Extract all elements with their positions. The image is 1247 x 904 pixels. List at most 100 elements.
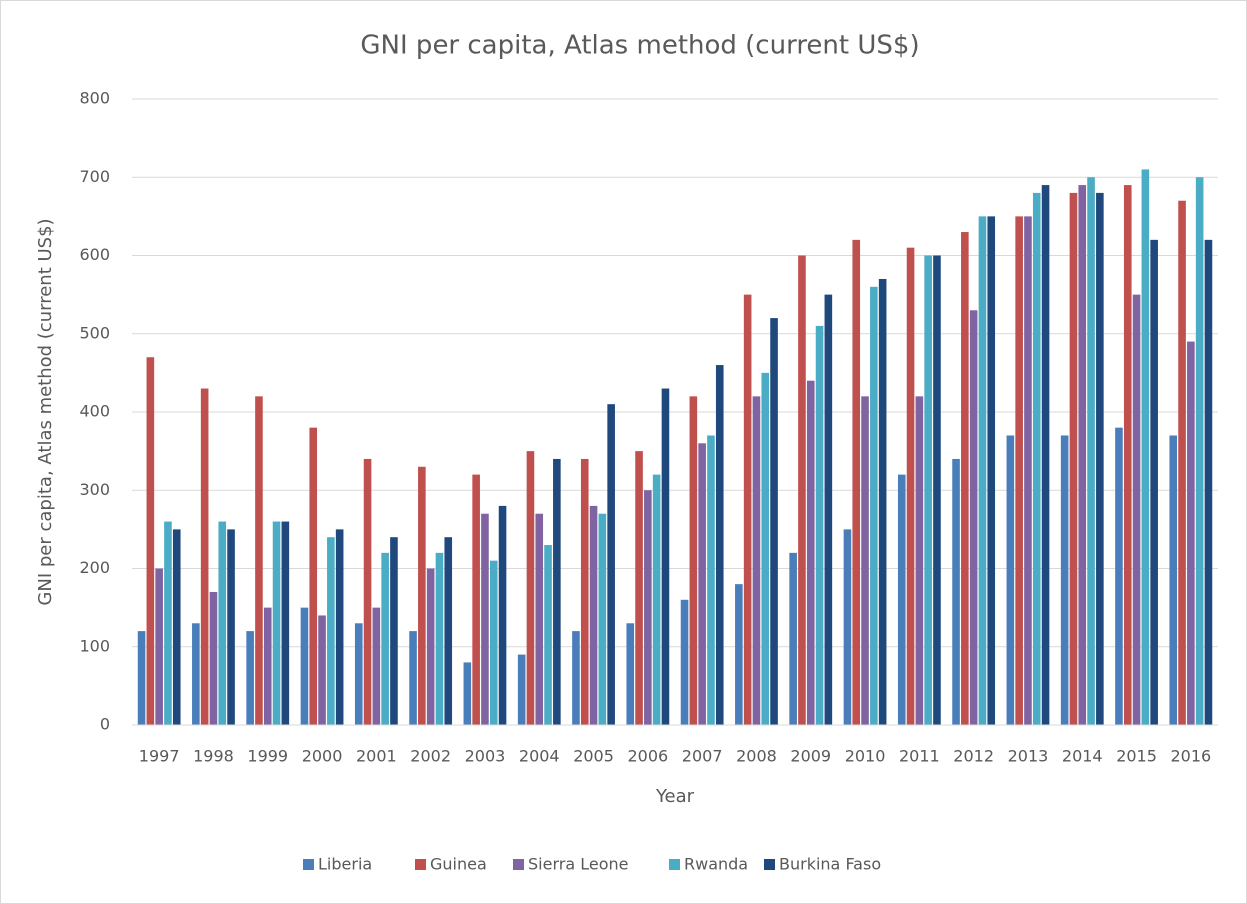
bar xyxy=(1069,192,1078,725)
bar xyxy=(852,239,861,725)
bar xyxy=(735,584,743,725)
bar xyxy=(1115,427,1123,725)
bar xyxy=(218,521,227,725)
legend-label: Rwanda xyxy=(684,855,748,874)
bar xyxy=(481,513,489,725)
bar xyxy=(743,294,752,725)
bar xyxy=(517,654,526,725)
bar xyxy=(580,458,589,725)
legend-swatch xyxy=(669,859,680,870)
bar xyxy=(1041,185,1050,725)
bar xyxy=(680,599,689,725)
x-tick-label: 2005 xyxy=(573,747,614,766)
bar xyxy=(924,255,932,725)
legend-swatch xyxy=(415,859,426,870)
y-tick-label: 200 xyxy=(79,558,110,577)
bar xyxy=(1006,435,1015,725)
bar xyxy=(715,365,724,725)
bar xyxy=(915,396,924,725)
bar xyxy=(354,623,363,725)
bar xyxy=(1123,185,1132,725)
x-tick-label: 2014 xyxy=(1062,747,1103,766)
bar xyxy=(789,552,797,725)
bar xyxy=(707,435,715,725)
x-tick-label: 2009 xyxy=(790,747,831,766)
bar xyxy=(1078,185,1087,725)
x-tick-label: 1998 xyxy=(193,747,234,766)
bar xyxy=(137,631,146,725)
bar xyxy=(418,466,426,725)
bar xyxy=(435,552,444,725)
bar xyxy=(390,537,398,725)
bar xyxy=(635,451,643,725)
bar xyxy=(626,623,635,725)
bar xyxy=(689,396,698,725)
x-tick-label: 2015 xyxy=(1116,747,1157,766)
x-axis-label: Year xyxy=(655,786,695,807)
bar xyxy=(770,318,778,725)
bar xyxy=(409,631,417,725)
x-tick-label: 2010 xyxy=(845,747,886,766)
bar xyxy=(281,521,290,725)
bar xyxy=(526,451,535,725)
y-tick-label: 400 xyxy=(79,402,110,421)
bar xyxy=(463,662,472,725)
bar xyxy=(1141,169,1150,726)
bar xyxy=(553,458,561,725)
x-tick-label: 2011 xyxy=(899,747,940,766)
bar xyxy=(200,388,209,725)
bar xyxy=(255,396,263,725)
x-tick-label: 1999 xyxy=(247,747,288,766)
x-tick-label: 1997 xyxy=(139,747,180,766)
bar xyxy=(1132,294,1141,725)
bar xyxy=(933,255,941,725)
bar xyxy=(192,623,200,725)
bar xyxy=(952,458,960,725)
x-tick-label: 2000 xyxy=(302,747,343,766)
bar xyxy=(318,615,326,725)
legend-label: Guinea xyxy=(430,855,487,874)
bar xyxy=(444,537,453,725)
bar xyxy=(961,232,969,725)
bar xyxy=(878,278,887,725)
bar xyxy=(426,568,435,725)
y-tick-label: 0 xyxy=(100,715,110,734)
bar xyxy=(572,631,580,725)
bar xyxy=(335,529,344,725)
x-tick-label: 2007 xyxy=(682,747,723,766)
legend-label: Sierra Leone xyxy=(528,855,628,874)
bar xyxy=(164,521,172,725)
bar xyxy=(363,458,372,725)
bar xyxy=(498,505,507,725)
bar xyxy=(381,552,389,725)
bar xyxy=(644,490,652,725)
bar xyxy=(1150,239,1158,725)
bar xyxy=(472,474,480,725)
y-tick-label: 700 xyxy=(79,167,110,186)
y-tick-label: 300 xyxy=(79,480,110,499)
bar xyxy=(544,545,552,725)
bar xyxy=(1204,239,1213,725)
y-tick-label: 500 xyxy=(79,323,110,342)
bar xyxy=(978,216,987,725)
bar xyxy=(1024,216,1032,725)
bar xyxy=(761,372,770,725)
bar xyxy=(798,255,806,725)
bar xyxy=(327,537,335,725)
legend-label: Liberia xyxy=(318,855,372,874)
bar xyxy=(607,404,615,725)
y-tick-label: 600 xyxy=(79,245,110,264)
bar xyxy=(1096,192,1104,725)
legend-swatch xyxy=(513,859,524,870)
x-tick-label: 2002 xyxy=(410,747,451,766)
bar xyxy=(272,521,281,725)
bar xyxy=(146,357,155,725)
y-tick-label: 800 xyxy=(79,89,110,108)
bar xyxy=(870,286,878,725)
x-tick-label: 2003 xyxy=(465,747,506,766)
bar xyxy=(172,529,181,725)
bar xyxy=(843,529,852,725)
x-tick-label: 2006 xyxy=(627,747,668,766)
